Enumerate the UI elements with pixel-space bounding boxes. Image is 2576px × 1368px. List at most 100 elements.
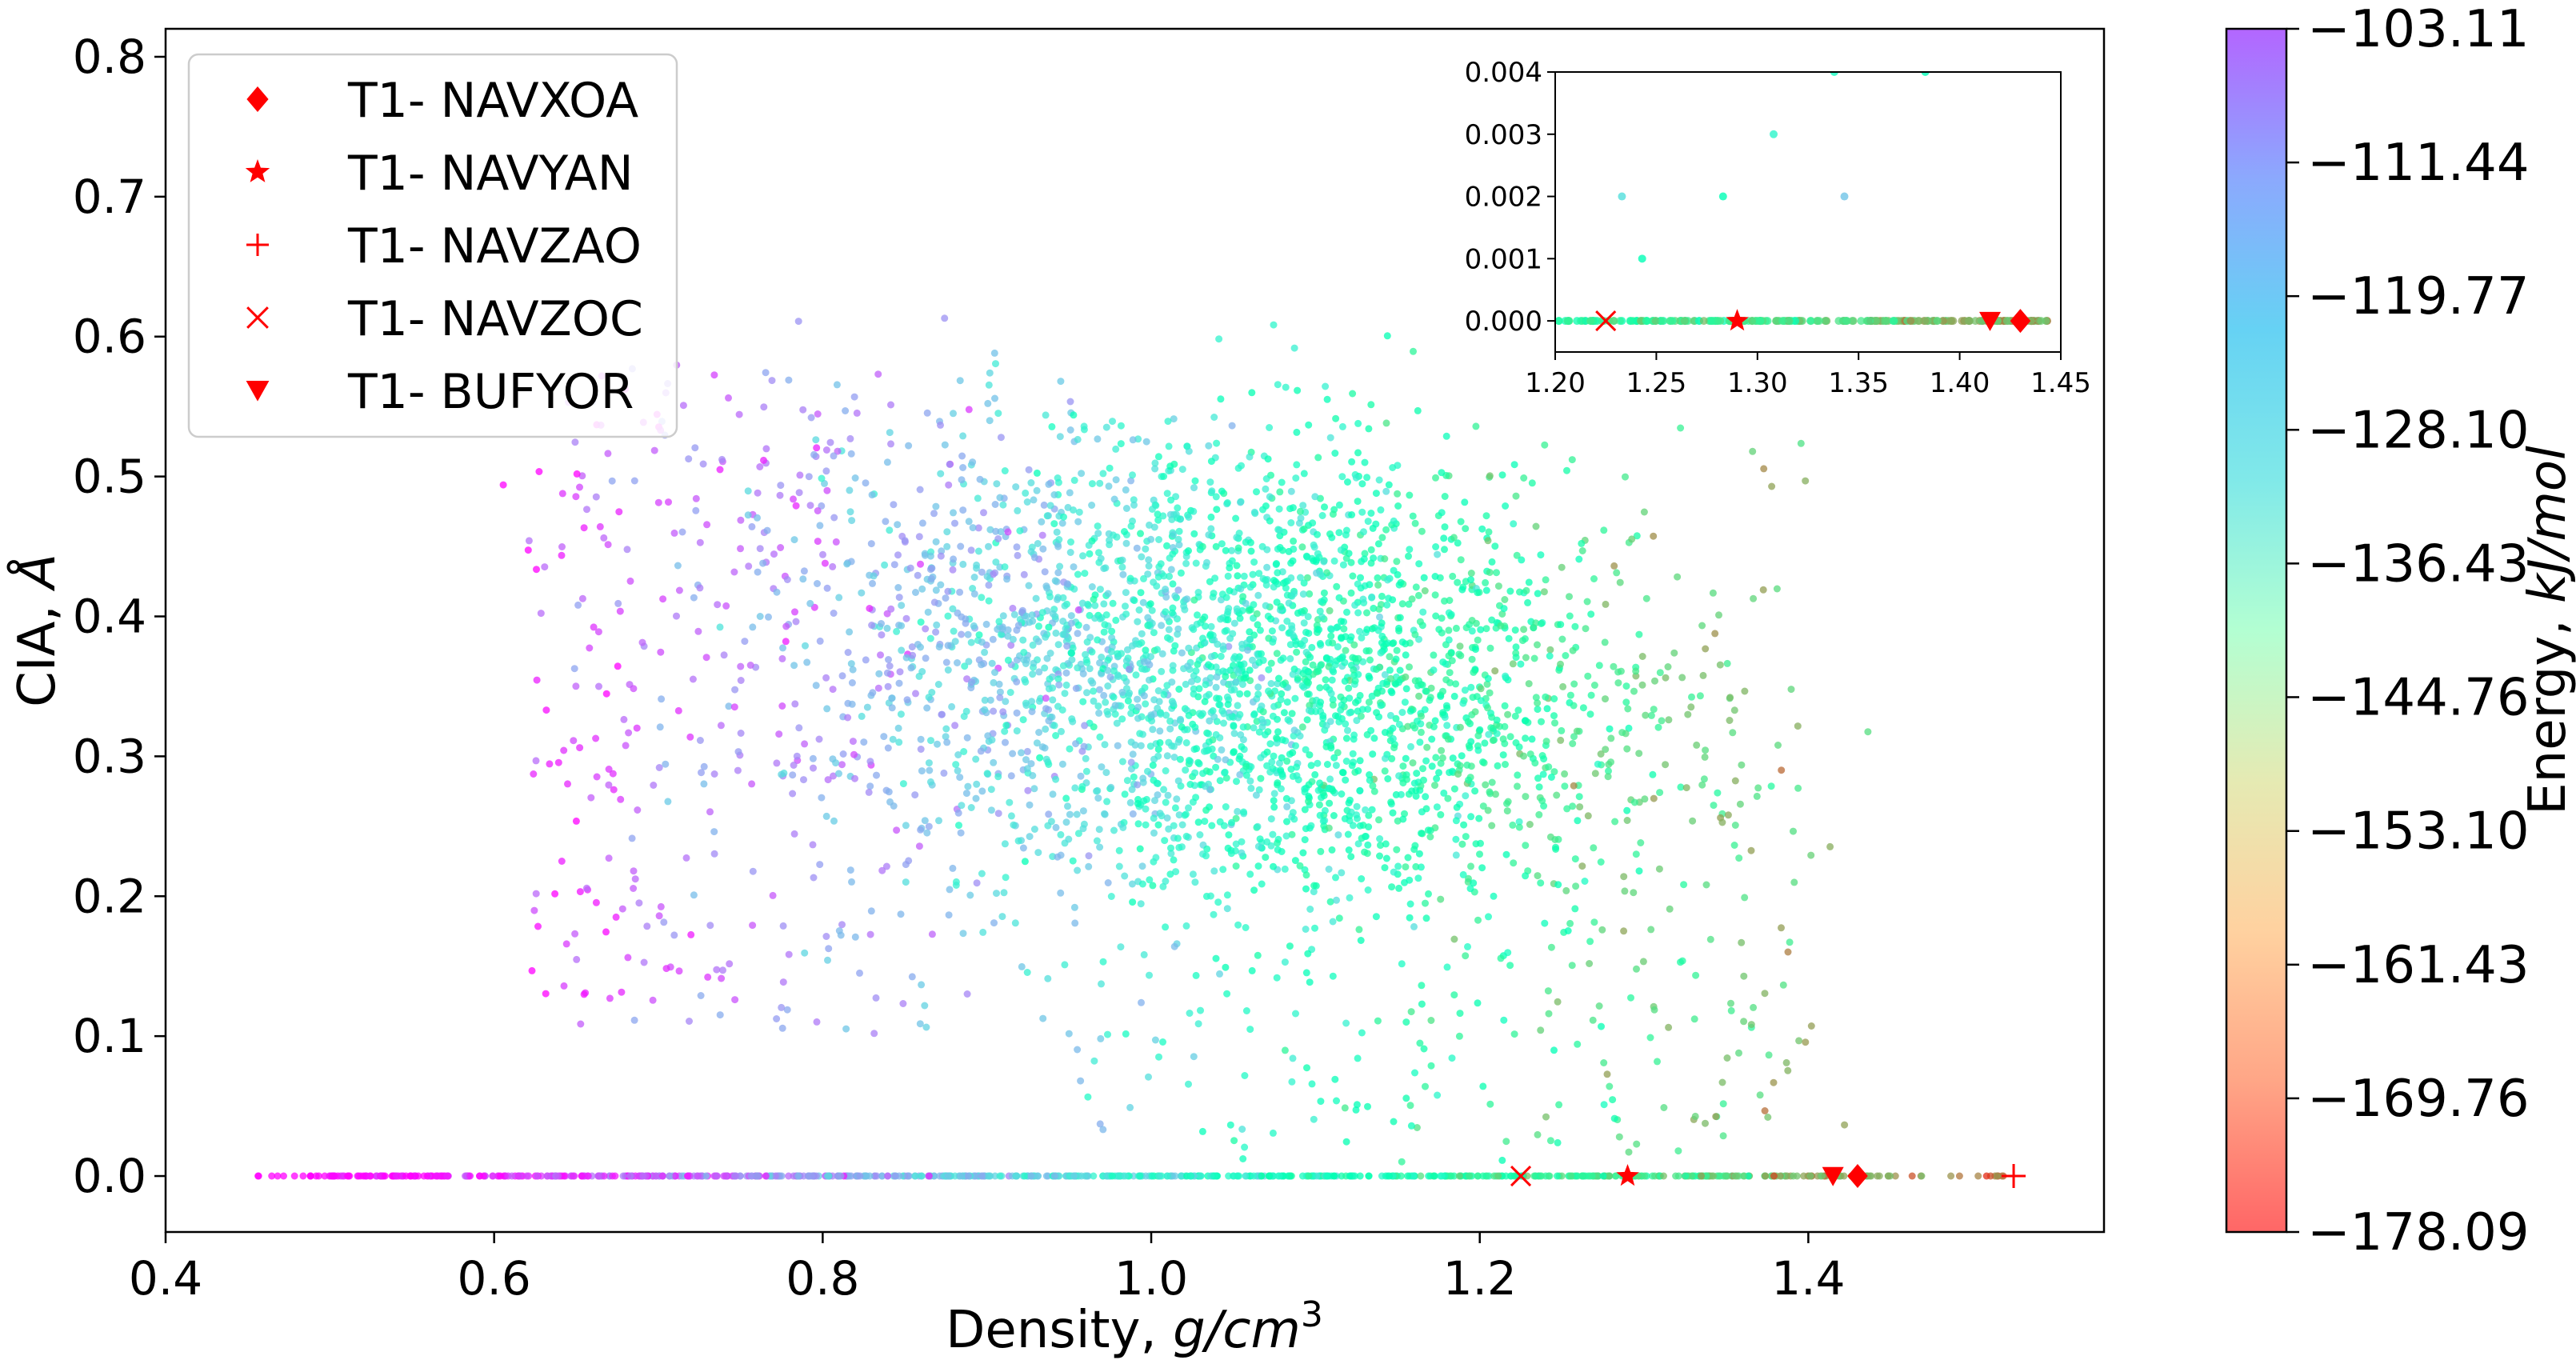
scatter-point — [1306, 906, 1314, 913]
scatter-point — [1441, 493, 1449, 500]
scatter-point — [1377, 649, 1385, 657]
scatter-point — [914, 571, 922, 579]
scatter-point — [1263, 762, 1271, 770]
legend-marker-t1-navzao — [246, 234, 269, 256]
scatter-point — [1300, 525, 1308, 533]
scatter-point — [1099, 958, 1107, 966]
scatter-point — [1457, 652, 1465, 660]
scatter-point — [1194, 676, 1202, 683]
scatter-point — [996, 1172, 1004, 1180]
scatter-point — [1501, 702, 1509, 710]
scatter-point — [849, 666, 857, 674]
scatter-point — [700, 780, 708, 788]
scatter-point — [586, 644, 594, 652]
scatter-point — [720, 651, 728, 659]
scatter-point — [1318, 598, 1325, 606]
scatter-point — [1326, 898, 1334, 906]
scatter-point — [1056, 433, 1064, 441]
scatter-point — [1152, 854, 1160, 862]
scatter-point — [696, 584, 704, 592]
scatter-point — [1467, 576, 1474, 584]
scatter-point — [1741, 894, 1749, 902]
scatter-point — [918, 1172, 926, 1180]
scatter-point — [1311, 924, 1318, 932]
scatter-point — [1438, 509, 1446, 517]
scatter-point — [763, 526, 771, 534]
scatter-point — [414, 1172, 422, 1180]
scatter-point — [1074, 866, 1082, 874]
scatter-point — [560, 982, 568, 990]
scatter-point — [805, 473, 813, 481]
scatter-point — [1411, 519, 1419, 527]
scatter-point — [1450, 785, 1458, 793]
scatter-point — [1540, 588, 1548, 596]
scatter-point — [703, 521, 711, 529]
scatter-point — [785, 950, 793, 958]
scatter-point — [618, 988, 626, 996]
scatter-point — [1761, 1172, 1769, 1180]
scatter-point — [1254, 862, 1262, 870]
scatter-point — [1334, 831, 1342, 839]
scatter-point — [1395, 772, 1403, 780]
scatter-point — [794, 318, 802, 326]
scatter-point — [602, 690, 610, 698]
legend-marker-t1-navzoc — [246, 306, 269, 329]
scatter-point — [1802, 477, 1810, 485]
scatter-point — [1127, 477, 1135, 485]
scatter-point — [1378, 592, 1386, 600]
scatter-point — [1251, 510, 1259, 518]
scatter-point — [657, 648, 665, 656]
scatter-point — [1605, 761, 1613, 768]
scatter-point — [1418, 712, 1425, 720]
scatter-point — [982, 620, 990, 628]
scatter-point — [987, 786, 995, 794]
main-scatter-points — [254, 314, 2007, 1180]
scatter-point — [1426, 833, 1434, 841]
inset-point — [1842, 317, 1851, 326]
scatter-point — [1502, 1172, 1510, 1180]
scatter-point — [1086, 550, 1094, 558]
scatter-point — [1038, 518, 1046, 526]
scatter-point — [1070, 411, 1078, 419]
scatter-point — [1116, 1172, 1124, 1180]
scatter-point — [1650, 1006, 1658, 1014]
scatter-point — [1212, 683, 1220, 691]
scatter-point — [1039, 545, 1047, 553]
scatter-point — [1165, 442, 1173, 450]
scatter-point — [869, 689, 877, 697]
scatter-point — [809, 841, 817, 849]
scatter-point — [1402, 1094, 1410, 1102]
scatter-point — [1074, 606, 1082, 614]
scatter-point — [1156, 810, 1164, 818]
scatter-point — [532, 757, 540, 765]
scatter-point — [1096, 733, 1104, 741]
scatter-point — [1266, 493, 1274, 501]
scatter-point — [1164, 791, 1172, 799]
scatter-point — [1456, 762, 1464, 770]
scatter-point — [1377, 702, 1385, 710]
scatter-point — [853, 409, 861, 417]
scatter-point — [1450, 692, 1458, 700]
scatter-point — [1061, 690, 1069, 698]
scatter-point — [1129, 810, 1137, 818]
scatter-point — [1398, 638, 1406, 646]
scatter-point — [895, 738, 903, 746]
scatter-point — [969, 524, 977, 532]
scatter-point — [1226, 713, 1234, 721]
scatter-point — [1037, 694, 1045, 702]
scatter-point — [844, 649, 852, 656]
scatter-point — [299, 1172, 307, 1180]
scatter-point — [533, 566, 540, 574]
scatter-point — [649, 996, 657, 1004]
scatter-point — [1230, 748, 1238, 756]
scatter-point — [778, 702, 786, 710]
scatter-point — [1468, 655, 1476, 663]
main-y-ticks: 0.00.10.20.30.40.50.60.70.8 — [73, 30, 166, 1203]
scatter-point — [1231, 847, 1239, 855]
scatter-point — [630, 1016, 638, 1024]
scatter-point — [1422, 899, 1429, 907]
scatter-point — [1630, 889, 1638, 897]
scatter-point — [1145, 562, 1153, 570]
scatter-point — [1184, 662, 1191, 670]
scatter-point — [1177, 715, 1184, 723]
